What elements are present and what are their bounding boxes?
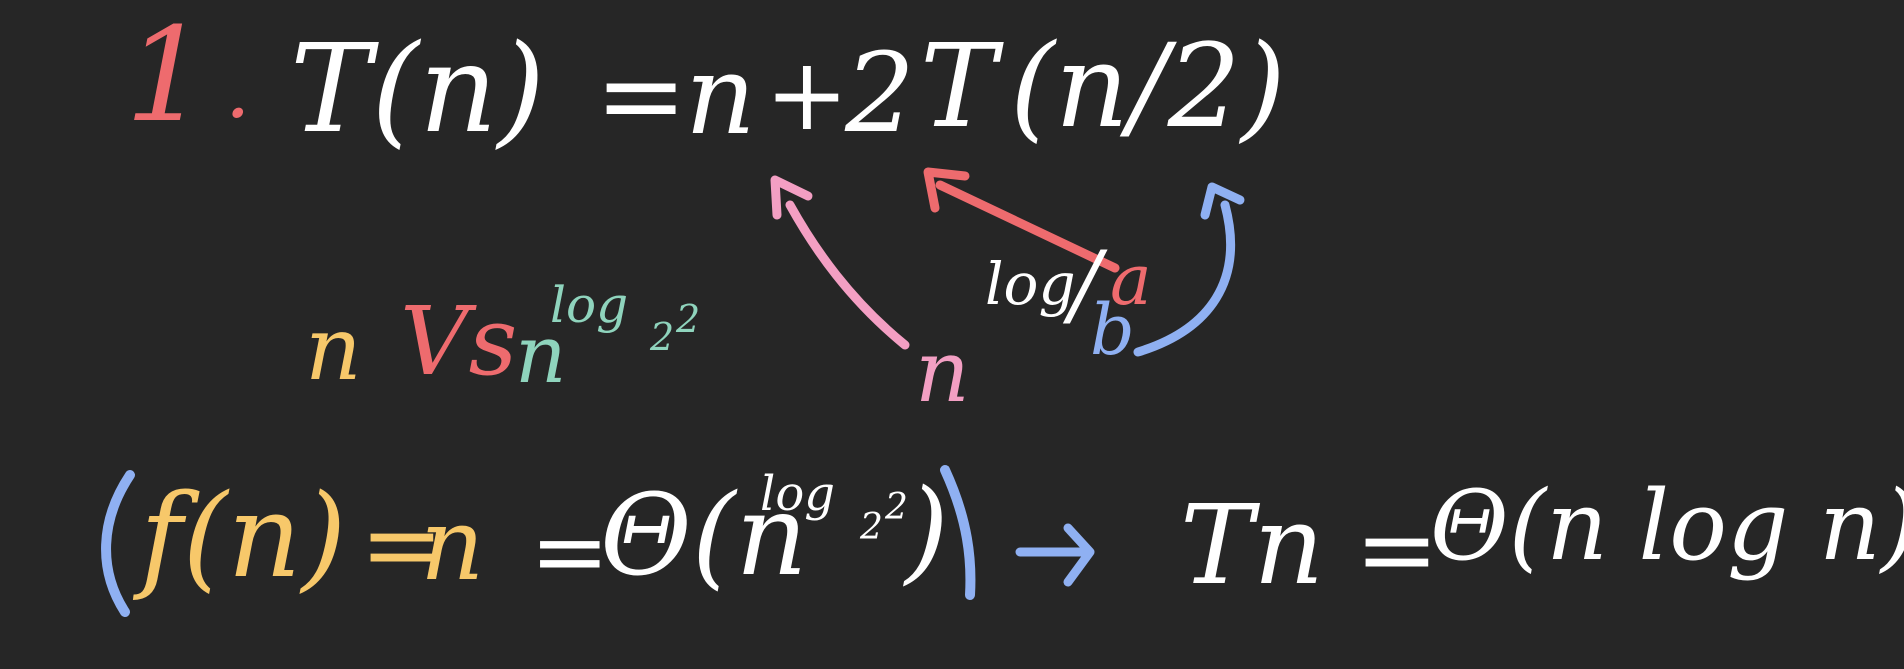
theta-expression-1: Θ(n	[600, 471, 808, 601]
annotation-b: b	[1090, 289, 1135, 371]
recurrence-lhs: T(n)	[290, 18, 546, 160]
recurrence-T: T	[920, 20, 997, 154]
red-arrow	[935, 180, 1120, 273]
annotation-log: log	[985, 250, 1076, 318]
f-value-n: n	[420, 486, 485, 603]
theta-close-1: )	[905, 466, 949, 596]
blue-arrowhead	[1200, 182, 1245, 220]
annotation-a: a	[1110, 239, 1152, 321]
line3-equals-1: =	[360, 486, 444, 603]
recurrence-plus: +	[765, 36, 849, 153]
line3-equals-2: =	[530, 497, 610, 607]
comparison-left-n: n	[305, 297, 362, 400]
f-of-n: f(n)	[140, 470, 347, 604]
red-arrowhead	[923, 167, 970, 213]
recurrence-equals: =	[595, 31, 688, 159]
comparison-exp-sub: 2	[650, 315, 675, 359]
comparison-exp-log: log	[550, 276, 629, 334]
pink-arrowhead	[770, 175, 813, 220]
blue-arrow	[1133, 200, 1236, 357]
item-dot: .	[225, 43, 251, 136]
line3-equals-3: =	[1355, 491, 1439, 608]
comparison-right-n: n	[515, 308, 567, 401]
blue-open-bracket-stroke	[101, 470, 135, 617]
result-rhs: Θ(n log n)	[1430, 470, 1904, 582]
recurrence-argument: (n/2)	[1010, 20, 1286, 154]
comparison-exp-sup: 2	[676, 297, 701, 341]
recurrence-term-n: n	[685, 31, 756, 159]
annotation-base-n: n	[915, 323, 970, 422]
annotation-slash: /	[1070, 232, 1101, 337]
item-number: 1	[125, 0, 208, 151]
theta-exp-sup: 2	[885, 487, 908, 528]
blue-close-bracket-stroke	[940, 465, 976, 600]
theta-exp-sub: 2	[860, 507, 883, 548]
comparison-vs: Vs	[400, 287, 518, 397]
recurrence-coefficient-a: 2	[845, 29, 915, 157]
pink-arrow	[785, 200, 910, 350]
theta-exp-log: log	[760, 466, 835, 522]
blue-implies-arrow	[1015, 523, 1095, 587]
result-lhs: Tn	[1180, 481, 1325, 609]
